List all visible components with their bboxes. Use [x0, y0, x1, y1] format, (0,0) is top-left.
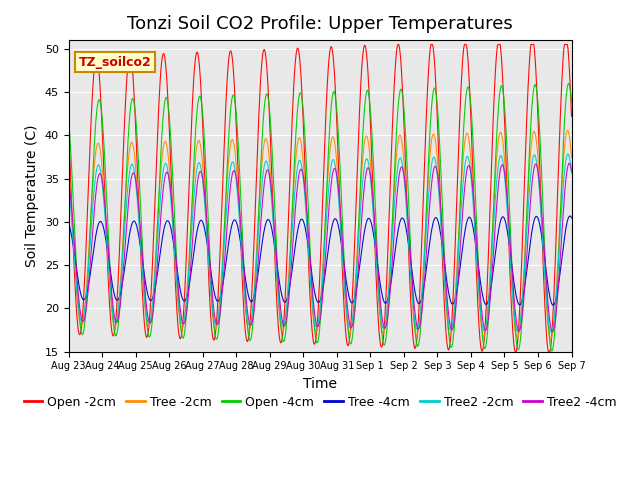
Title: Tonzi Soil CO2 Profile: Upper Temperatures: Tonzi Soil CO2 Profile: Upper Temperatur…	[127, 15, 513, 33]
X-axis label: Time: Time	[303, 377, 337, 391]
Y-axis label: Soil Temperature (C): Soil Temperature (C)	[25, 125, 39, 267]
Legend: Open -2cm, Tree -2cm, Open -4cm, Tree -4cm, Tree2 -2cm, Tree2 -4cm: Open -2cm, Tree -2cm, Open -4cm, Tree -4…	[19, 391, 621, 414]
Text: TZ_soilco2: TZ_soilco2	[79, 56, 151, 69]
